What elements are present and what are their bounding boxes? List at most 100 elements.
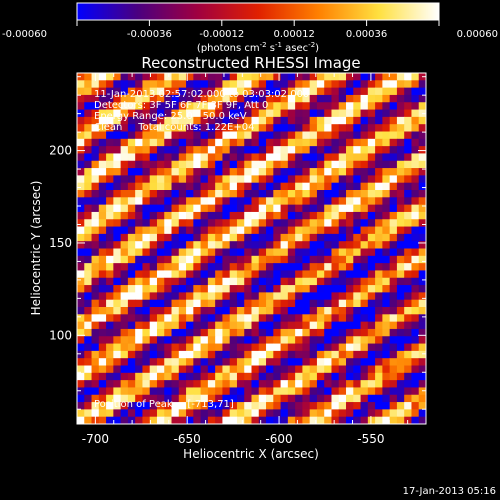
heatmap-cell bbox=[353, 168, 361, 176]
heatmap-cell bbox=[309, 197, 318, 206]
heatmap-cell bbox=[142, 197, 151, 206]
heatmap-cell bbox=[280, 190, 289, 198]
heatmap-cell bbox=[258, 190, 267, 198]
heatmap-cell bbox=[266, 292, 274, 301]
heatmap-cell bbox=[331, 211, 340, 220]
heatmap-cell bbox=[236, 365, 245, 374]
heatmap-cell bbox=[273, 270, 281, 279]
heatmap-cell bbox=[396, 409, 405, 418]
heatmap-cell bbox=[273, 299, 281, 308]
heatmap-cell bbox=[389, 248, 398, 257]
heatmap-cell bbox=[91, 365, 100, 374]
heatmap-cell bbox=[127, 233, 136, 242]
heatmap-cell bbox=[251, 292, 260, 301]
heatmap-cell bbox=[164, 138, 172, 147]
heatmap-cell bbox=[207, 211, 216, 220]
heatmap-cell bbox=[404, 138, 412, 147]
heatmap-cell bbox=[309, 131, 318, 140]
heatmap-cell bbox=[266, 160, 274, 169]
heatmap-cell bbox=[331, 372, 340, 381]
heatmap-cell bbox=[287, 138, 296, 147]
heatmap-cell bbox=[251, 380, 260, 388]
heatmap-cell bbox=[142, 73, 151, 81]
heatmap-cell bbox=[207, 307, 216, 315]
heatmap-cell bbox=[207, 182, 216, 191]
heatmap-cell bbox=[396, 175, 405, 184]
heatmap-cell bbox=[309, 394, 318, 403]
heatmap-cell bbox=[91, 138, 100, 147]
heatmap-cell bbox=[222, 285, 231, 293]
heatmap-cell bbox=[91, 270, 100, 279]
heatmap-cell bbox=[309, 299, 318, 308]
heatmap-cell bbox=[346, 233, 354, 242]
heatmap-cell bbox=[156, 219, 165, 227]
heatmap-cell bbox=[193, 372, 201, 381]
heatmap-cell bbox=[295, 350, 303, 359]
heatmap-cell bbox=[186, 321, 194, 330]
heatmap-cell bbox=[186, 94, 194, 103]
heatmap-cell bbox=[244, 80, 252, 89]
heatmap-cell bbox=[266, 321, 274, 330]
heatmap-cell bbox=[200, 343, 209, 352]
heatmap-cell bbox=[135, 277, 143, 286]
heatmap-cell bbox=[106, 182, 114, 191]
heatmap-cell bbox=[149, 343, 158, 352]
heatmap-cell bbox=[316, 182, 325, 191]
heatmap-cell bbox=[215, 299, 223, 308]
heatmap-cell bbox=[382, 394, 391, 403]
heatmap-cell bbox=[193, 263, 201, 271]
heatmap-cell bbox=[346, 409, 354, 418]
heatmap-cell bbox=[258, 197, 267, 206]
heatmap-cell bbox=[396, 380, 405, 388]
heatmap-cell bbox=[258, 219, 267, 227]
heatmap-cell bbox=[178, 365, 187, 374]
heatmap-cell bbox=[396, 219, 405, 227]
heatmap-cell bbox=[156, 336, 165, 344]
heatmap-cell bbox=[382, 233, 391, 242]
heatmap-cell bbox=[302, 328, 311, 337]
y-tick-label: 100 bbox=[49, 328, 72, 342]
heatmap-cell bbox=[106, 409, 114, 418]
heatmap-cell bbox=[149, 358, 158, 366]
heatmap-cell bbox=[396, 270, 405, 279]
heatmap-cell bbox=[404, 211, 412, 220]
heatmap-cell bbox=[389, 263, 398, 271]
heatmap-cell bbox=[98, 321, 107, 330]
heatmap-cell bbox=[411, 285, 420, 293]
heatmap-cell bbox=[287, 168, 296, 176]
heatmap-cell bbox=[91, 372, 100, 381]
heatmap-cell bbox=[273, 226, 281, 235]
heatmap-cell bbox=[142, 285, 151, 293]
heatmap-cell bbox=[91, 307, 100, 315]
heatmap-cell bbox=[316, 138, 325, 147]
heatmap-cell bbox=[418, 131, 426, 140]
heatmap-cell bbox=[84, 365, 92, 374]
heatmap-cell bbox=[77, 270, 85, 279]
heatmap-cell bbox=[91, 255, 100, 264]
heatmap-cell bbox=[302, 336, 311, 344]
heatmap-cell bbox=[215, 124, 223, 132]
heatmap-cell bbox=[396, 350, 405, 359]
heatmap-cell bbox=[229, 226, 238, 235]
heatmap-cell bbox=[280, 285, 289, 293]
heatmap-cell bbox=[258, 138, 267, 147]
heatmap-cell bbox=[84, 160, 92, 169]
heatmap-cell bbox=[324, 285, 332, 293]
heatmap-cell bbox=[171, 116, 180, 125]
heatmap-cell bbox=[91, 402, 100, 410]
heatmap-cell bbox=[396, 365, 405, 374]
heatmap-cell bbox=[142, 87, 151, 96]
heatmap-cell bbox=[280, 365, 289, 374]
heatmap-cell bbox=[142, 160, 151, 169]
heatmap-cell bbox=[353, 263, 361, 271]
heatmap-cell bbox=[367, 94, 376, 103]
heatmap-cell bbox=[156, 299, 165, 308]
heatmap-cell bbox=[236, 248, 245, 257]
heatmap-cell bbox=[84, 87, 92, 96]
heatmap-cell bbox=[375, 380, 383, 388]
heatmap-cell bbox=[353, 270, 361, 279]
heatmap-cell bbox=[171, 102, 180, 110]
heatmap-cell bbox=[229, 328, 238, 337]
heatmap-cell bbox=[149, 102, 158, 110]
heatmap-cell bbox=[382, 263, 391, 271]
